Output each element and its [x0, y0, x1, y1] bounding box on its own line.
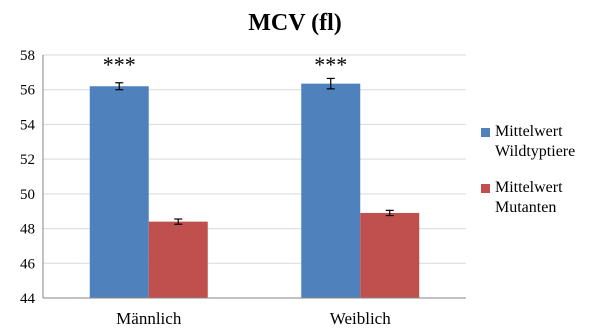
x-category-label: Weiblich — [330, 309, 391, 328]
y-tick-label: 56 — [20, 83, 36, 99]
bar — [301, 83, 361, 298]
bar — [148, 221, 208, 298]
significance-label: *** — [103, 52, 136, 77]
y-tick-label: 46 — [20, 256, 36, 272]
legend-swatch — [481, 184, 490, 193]
legend: Mittelwert Wildtyptiere Mittelwert Mutanten — [481, 123, 575, 216]
legend-label: Mittelwert — [495, 123, 563, 140]
y-tick-label: 48 — [20, 222, 35, 238]
chart-title: MCV (fl) — [248, 10, 342, 36]
bars: *** *** — [89, 52, 420, 298]
y-tick-label: 52 — [20, 152, 35, 168]
axes: 44 46 48 50 52 54 56 58 Männlich Weiblich — [20, 48, 466, 328]
bar — [360, 212, 420, 298]
legend-swatch — [481, 128, 490, 137]
x-category-label: Männlich — [116, 309, 182, 328]
bar — [89, 86, 149, 298]
legend-label: Mittelwert — [495, 179, 563, 196]
legend-label: Wildtyptiere — [495, 143, 575, 160]
significance-label: *** — [314, 52, 347, 77]
y-tick-label: 58 — [20, 48, 35, 64]
y-tick-label: 54 — [20, 117, 36, 133]
y-tick-label: 44 — [20, 291, 36, 307]
y-tick-label: 50 — [20, 187, 35, 203]
legend-label: Mutanten — [495, 199, 556, 216]
